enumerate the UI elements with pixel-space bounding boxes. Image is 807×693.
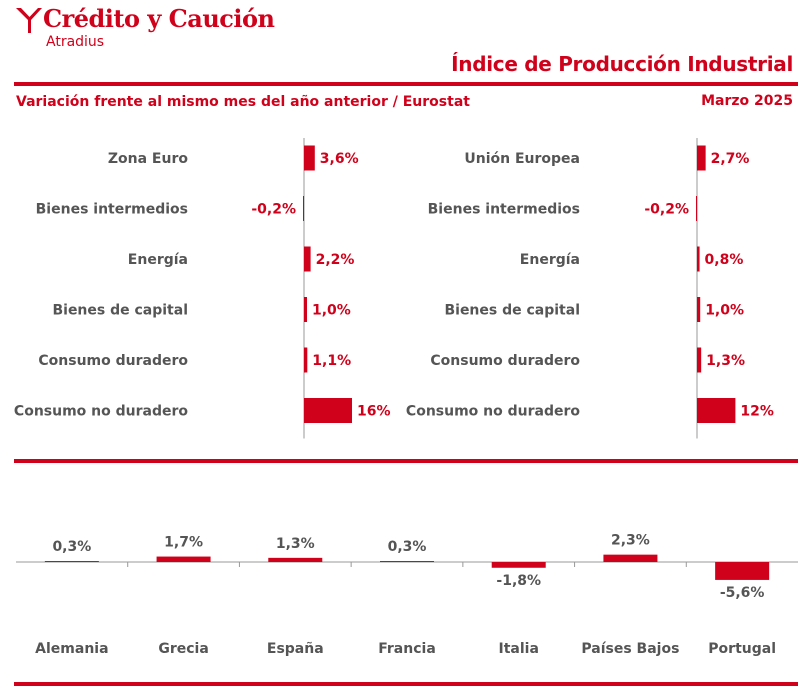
countries-value-paises-bajos: 2,3% [611, 533, 650, 549]
zona-euro-value-energia: 2,2% [316, 252, 355, 268]
bottom-divider [14, 682, 798, 686]
chart-countries: 0,3% Alemania 1,7% Grecia 1,3% España 0,3% Fran… [16, 533, 798, 657]
zona-euro-bar-consumo-duradero [304, 347, 308, 373]
countries-value-portugal: -5,6% [720, 585, 765, 601]
union-europea-bar-energia [697, 246, 700, 272]
zona-euro-value-consumo-no-duradero: 16% [357, 404, 391, 420]
zona-euro-bar-bienes-de-capital [304, 297, 307, 322]
union-europea-value-consumo-duradero: 1,3% [706, 353, 745, 369]
report-date: Marzo 2025 [701, 93, 793, 109]
company-logo[interactable]: Crédito y Caución Atradius [14, 4, 275, 52]
union-europea-label-bienes-intermedios: Bienes intermedios [428, 202, 580, 218]
union-europea-label-union-europea: Unión Europea [464, 151, 580, 167]
countries-value-grecia: 1,7% [164, 535, 203, 551]
zona-euro-label-consumo-duradero: Consumo duradero [38, 353, 188, 369]
zona-euro-bar-energia [304, 246, 311, 272]
zona-euro-label-consumo-no-duradero: Consumo no duradero [14, 404, 188, 420]
union-europea-value-energia: 0,8% [705, 252, 744, 268]
countries-bar-espana [268, 557, 323, 562]
union-europea-bar-bienes-intermedios [696, 196, 697, 221]
top-divider [14, 82, 798, 86]
countries-label-francia: Francia [378, 641, 436, 657]
countries-label-grecia: Grecia [158, 641, 208, 657]
page-title: Índice de Producción Industrial [451, 52, 793, 76]
zona-euro-label-zona-euro: Zona Euro [108, 151, 188, 167]
union-europea-value-bienes-intermedios: -0,2% [644, 202, 689, 218]
countries-value-italia: -1,8% [496, 573, 541, 589]
union-europea-bar-consumo-no-duradero [697, 398, 736, 423]
zona-euro-value-consumo-duradero: 1,1% [312, 353, 351, 369]
zona-euro-value-bienes-de-capital: 1,0% [312, 303, 351, 319]
countries-bar-alemania [44, 561, 99, 562]
countries-value-francia: 0,3% [388, 539, 427, 555]
countries-label-italia: Italia [499, 641, 539, 657]
countries-label-paises-bajos: Países Bajos [581, 641, 679, 657]
zona-euro-bar-consumo-no-duradero [304, 398, 352, 423]
zona-euro-label-energia: Energía [128, 252, 188, 268]
countries-bar-portugal [715, 562, 770, 580]
countries-value-alemania: 0,3% [52, 539, 91, 555]
union-europea-bar-consumo-duradero [697, 347, 702, 373]
logo-icon [16, 8, 42, 33]
countries-label-espana: España [267, 641, 324, 657]
zona-euro-bar-bienes-intermedios [303, 196, 304, 221]
union-europea-value-consumo-no-duradero: 12% [740, 404, 774, 420]
union-europea-label-energia: Energía [520, 252, 580, 268]
chart-subtitle: Variación frente al mismo mes del año an… [16, 94, 470, 110]
zona-euro-bar-zona-euro [304, 145, 315, 171]
countries-bar-italia [491, 562, 546, 568]
countries-bar-grecia [156, 556, 211, 562]
logo-text: Crédito y Caución [43, 4, 275, 33]
union-europea-label-consumo-duradero: Consumo duradero [430, 353, 580, 369]
zona-euro-label-bienes-intermedios: Bienes intermedios [36, 202, 188, 218]
chart-union-europea: Unión Europea 2,7% Bienes intermedios -0,2%… [406, 138, 774, 439]
union-europea-label-consumo-no-duradero: Consumo no duradero [406, 404, 580, 420]
countries-bar-francia [380, 561, 434, 562]
zona-euro-value-bienes-intermedios: -0,2% [251, 202, 296, 218]
countries-label-portugal: Portugal [708, 641, 776, 657]
middle-divider [14, 459, 798, 463]
countries-value-espana: 1,3% [276, 536, 315, 552]
chart-zona-euro: Zona Euro 3,6% Bienes intermedios -0,2% Ener… [14, 138, 391, 439]
zona-euro-label-bienes-de-capital: Bienes de capital [52, 303, 188, 319]
union-europea-bar-union-europea [697, 145, 706, 171]
union-europea-bar-bienes-de-capital [697, 297, 701, 322]
logo-subtext: Atradius [46, 34, 105, 50]
union-europea-value-bienes-de-capital: 1,0% [705, 303, 744, 319]
union-europea-label-bienes-de-capital: Bienes de capital [444, 303, 580, 319]
countries-label-alemania: Alemania [35, 641, 108, 657]
countries-bar-paises-bajos [603, 554, 658, 562]
union-europea-value-union-europea: 2,7% [711, 151, 750, 167]
zona-euro-value-zona-euro: 3,6% [320, 151, 359, 167]
